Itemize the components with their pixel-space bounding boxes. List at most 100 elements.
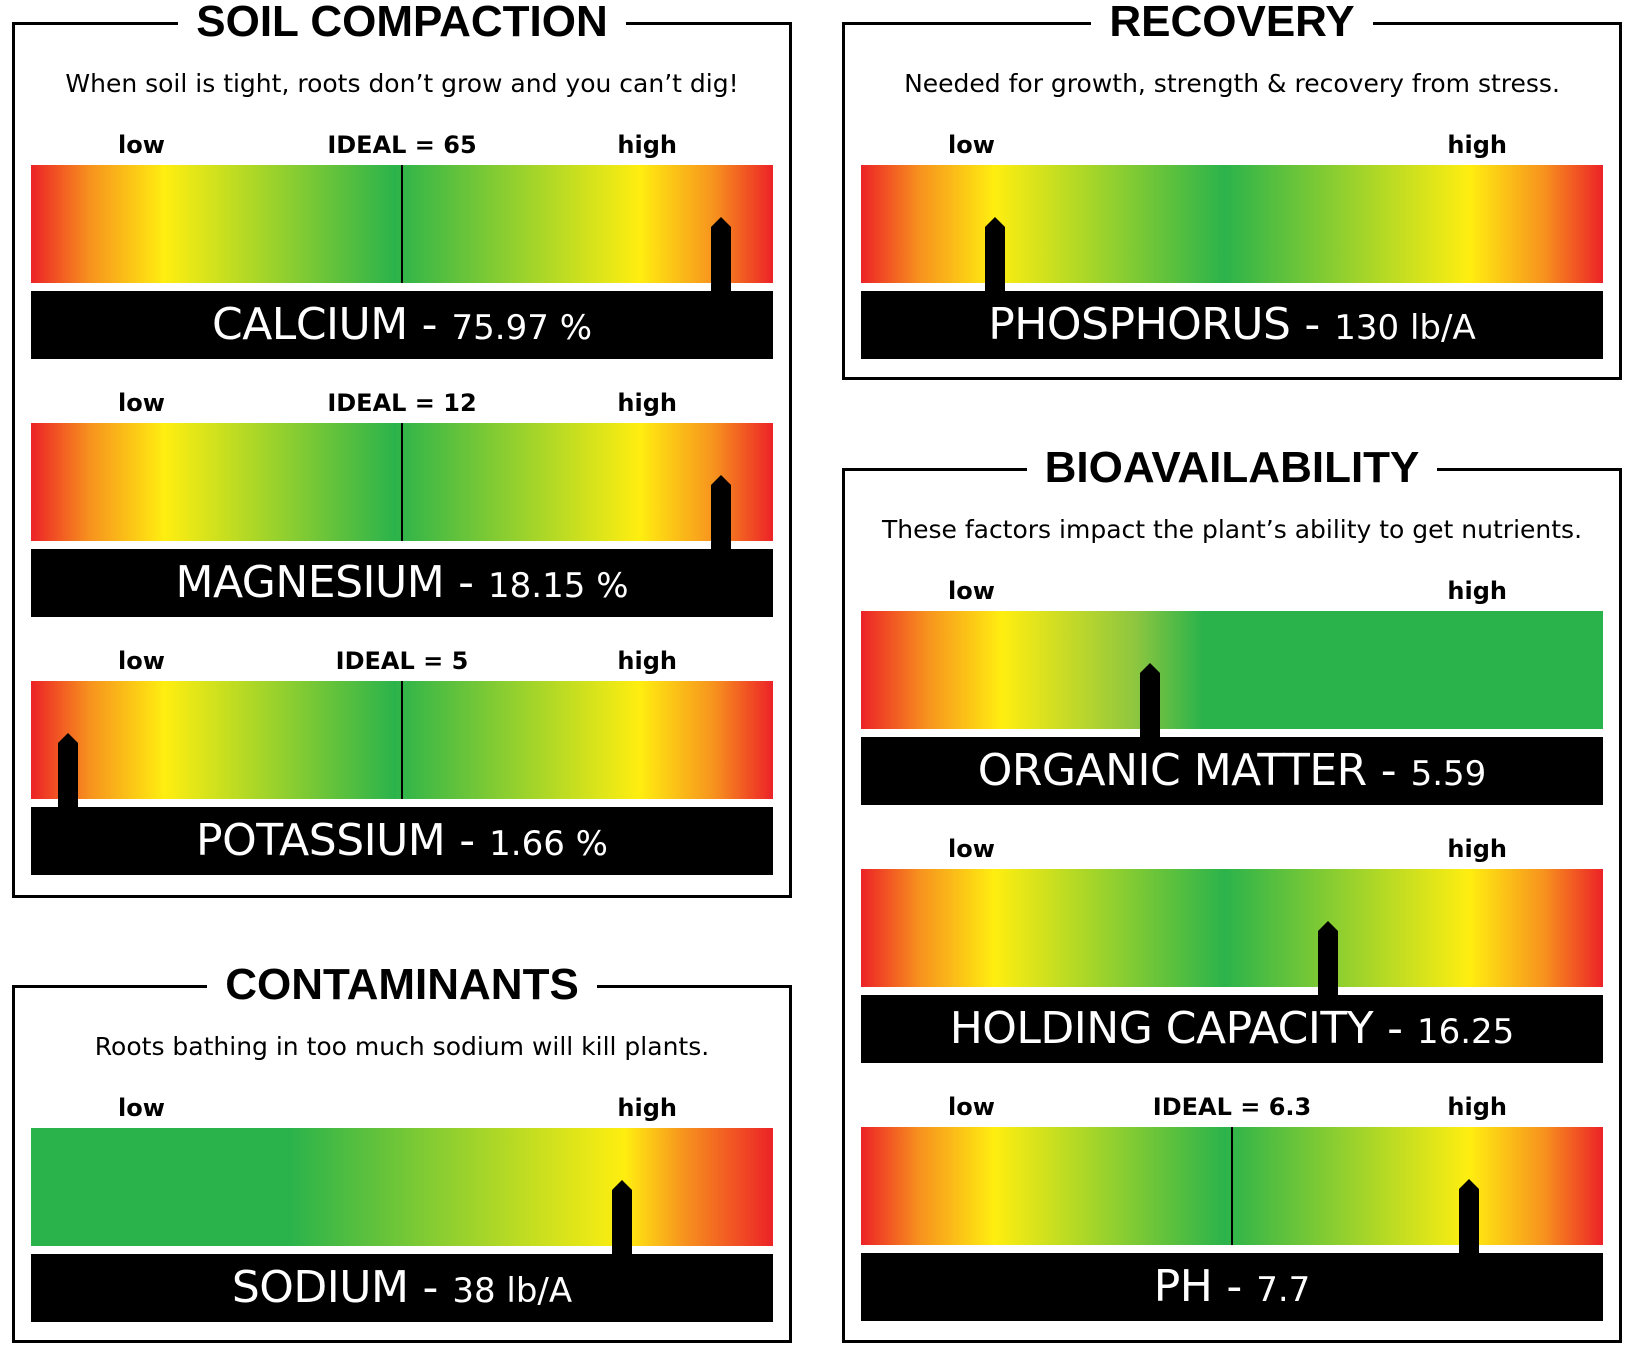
separator: - <box>1212 1261 1257 1312</box>
gradient-scale-bar <box>31 1128 773 1256</box>
pointer-stem <box>984 227 1005 293</box>
value-box: MAGNESIUM - 18.15 % <box>31 549 773 617</box>
separator: - <box>444 557 489 608</box>
value-box: ORGANIC MATTER - 5.59 <box>861 737 1603 805</box>
low-label: low <box>118 647 165 675</box>
separator: - <box>445 815 490 866</box>
gradient-scale-bar <box>861 165 1603 293</box>
high-label: high <box>617 389 677 417</box>
gauge-labels: low IDEAL = 6.3 high <box>861 1093 1603 1123</box>
measure-value: 16.25 <box>1416 1012 1515 1052</box>
ideal-label: IDEAL = 65 <box>327 131 477 159</box>
pointer-stem <box>1318 931 1339 997</box>
measure-name: ORGANIC MATTER <box>977 745 1368 796</box>
high-label: high <box>1447 1093 1507 1121</box>
separator: - <box>408 1262 453 1313</box>
pointer-tip-icon <box>711 217 732 227</box>
pointer-stem <box>58 743 79 809</box>
separator: - <box>1290 299 1335 350</box>
pointer-stem <box>612 1190 633 1256</box>
value-box: CALCIUM - 75.97 % <box>31 291 773 359</box>
ideal-label: IDEAL = 12 <box>327 389 477 417</box>
gradient-scale-bar <box>31 681 773 809</box>
value-box: PHOSPHORUS - 130 lb/A <box>861 291 1603 359</box>
ideal-marker-line <box>1231 1127 1233 1245</box>
pointer-tip-icon <box>58 733 79 743</box>
panel-description: Roots bathing in too much sodium will ki… <box>94 1032 710 1061</box>
pointer-stem <box>1459 1189 1480 1255</box>
gradient-scale-bar <box>31 165 773 293</box>
pointer-tip-icon <box>1459 1179 1480 1189</box>
panel-description: Needed for growth, strength & recovery f… <box>904 69 1560 98</box>
pointer-tip-icon <box>711 475 732 485</box>
gauge-labels: low high <box>861 577 1603 607</box>
low-label: low <box>118 131 165 159</box>
low-label: low <box>118 1094 165 1122</box>
high-label: high <box>617 1094 677 1122</box>
low-label: low <box>948 1093 995 1121</box>
ideal-marker-line <box>401 165 403 283</box>
measure-value: 18.15 % <box>488 566 629 606</box>
measure-name: SODIUM <box>231 1262 409 1313</box>
measure-name: PH <box>1153 1261 1213 1312</box>
measure-value: 1.66 % <box>489 824 608 864</box>
high-label: high <box>1447 835 1507 863</box>
gradient-scale-bar <box>31 423 773 551</box>
gauge-labels: low IDEAL = 12 high <box>31 389 773 419</box>
measure-value: 75.97 % <box>451 308 592 348</box>
pointer-tip-icon <box>1318 921 1339 931</box>
separator: - <box>1373 1003 1417 1054</box>
separator: - <box>407 299 452 350</box>
pointer-tip-icon <box>612 1180 633 1190</box>
gradient-scale-bar <box>861 869 1603 997</box>
measure-name: POTASSIUM <box>196 815 446 866</box>
measure-value: 38 lb/A <box>452 1271 573 1311</box>
panel-description: These factors impact the plant’s ability… <box>881 515 1583 544</box>
ideal-marker-line <box>401 681 403 799</box>
ideal-label: IDEAL = 6.3 <box>1152 1093 1312 1121</box>
value-box: SODIUM - 38 lb/A <box>31 1254 773 1322</box>
gauge-labels: low high <box>861 835 1603 865</box>
low-label: low <box>118 389 165 417</box>
measure-value: 130 lb/A <box>1334 308 1476 348</box>
panel-title: BIOAVAILABILITY <box>845 443 1619 493</box>
value-box: HOLDING CAPACITY - 16.25 <box>861 995 1603 1063</box>
gradient-scale-bar <box>861 611 1603 739</box>
measure-value: 7.7 <box>1256 1270 1311 1310</box>
value-box: POTASSIUM - 1.66 % <box>31 807 773 875</box>
panel-title: SOIL COMPACTION <box>15 0 789 47</box>
pointer-stem <box>711 485 732 551</box>
pointer-stem <box>711 227 732 293</box>
high-label: high <box>617 131 677 159</box>
low-label: low <box>948 131 995 159</box>
separator: - <box>1366 745 1411 796</box>
measure-name: CALCIUM <box>211 299 408 350</box>
gauge-labels: low high <box>861 131 1603 161</box>
measure-name: PHOSPHORUS <box>988 299 1291 350</box>
pointer-stem <box>1140 673 1161 739</box>
measure-value: 5.59 <box>1410 754 1487 794</box>
gauge-labels: low IDEAL = 5 high <box>31 647 773 677</box>
low-label: low <box>948 835 995 863</box>
panel-contaminants: CONTAMINANTS Roots bathing in too much s… <box>12 960 792 1343</box>
panel-title: RECOVERY <box>845 0 1619 47</box>
gauge-labels: low high <box>31 1094 773 1124</box>
panel-bioavailability: BIOAVAILABILITY These factors impact the… <box>842 443 1622 1343</box>
ideal-label: IDEAL = 5 <box>335 647 469 675</box>
ideal-marker-line <box>401 423 403 541</box>
panel-title: CONTAMINANTS <box>15 960 789 1010</box>
gauge-labels: low IDEAL = 65 high <box>31 131 773 161</box>
high-label: high <box>617 647 677 675</box>
measure-name: MAGNESIUM <box>175 557 445 608</box>
high-label: high <box>1447 131 1507 159</box>
pointer-tip-icon <box>1140 663 1161 673</box>
gradient-scale-bar <box>861 1127 1603 1255</box>
value-box: PH - 7.7 <box>861 1253 1603 1321</box>
high-label: high <box>1447 577 1507 605</box>
measure-name: HOLDING CAPACITY <box>949 1003 1374 1054</box>
panel-recovery: RECOVERY Needed for growth, strength & r… <box>842 0 1622 380</box>
pointer-tip-icon <box>984 217 1005 227</box>
panel-soil-compaction: SOIL COMPACTION When soil is tight, root… <box>12 0 792 898</box>
low-label: low <box>948 577 995 605</box>
panel-description: When soil is tight, roots don’t grow and… <box>65 69 739 98</box>
